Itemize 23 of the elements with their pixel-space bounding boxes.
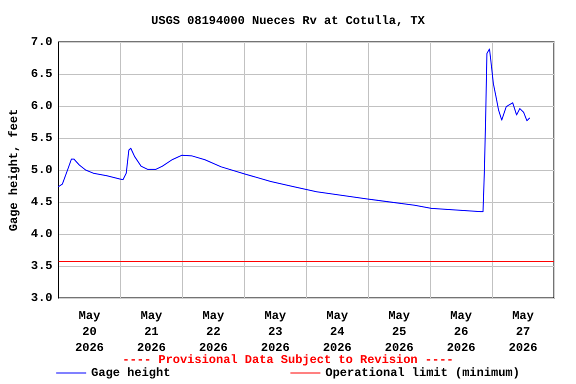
x-tick-label: May 27 2026 xyxy=(508,309,538,355)
chart-title: USGS 08194000 Nueces Rv at Cotulla, TX xyxy=(151,14,426,28)
y-tick-label: 7.0 xyxy=(30,35,53,49)
y-tick-label: 6.5 xyxy=(30,67,53,81)
x-tick-label: May 21 2026 xyxy=(137,309,166,355)
legend-label: Operational limit (minimum) xyxy=(325,366,520,380)
x-tick-label: May 25 2026 xyxy=(384,309,414,355)
line-series xyxy=(58,48,530,212)
y-tick-label: 3.5 xyxy=(30,259,53,273)
y-tick-label: 4.5 xyxy=(30,195,53,209)
y-tick-label: 4.0 xyxy=(30,227,53,241)
x-tick-label: May 26 2026 xyxy=(446,309,476,355)
legend-label: Gage height xyxy=(91,366,170,380)
x-tick-label: May 20 2026 xyxy=(75,309,104,355)
y-tick-label: 3.0 xyxy=(30,291,53,305)
y-axis-title: Gage height, feet xyxy=(7,108,21,232)
y-tick-label: 5.5 xyxy=(30,131,53,145)
x-tick-label: May 24 2026 xyxy=(322,309,352,355)
text: ---- Provisional Data Subject to Revision ---- xyxy=(122,353,454,367)
x-tick-label: May 23 2026 xyxy=(260,309,290,355)
y-tick-label: 6.0 xyxy=(30,99,53,113)
x-tick-label: May 22 2026 xyxy=(198,309,228,355)
y-tick-label: 5.0 xyxy=(30,163,53,177)
